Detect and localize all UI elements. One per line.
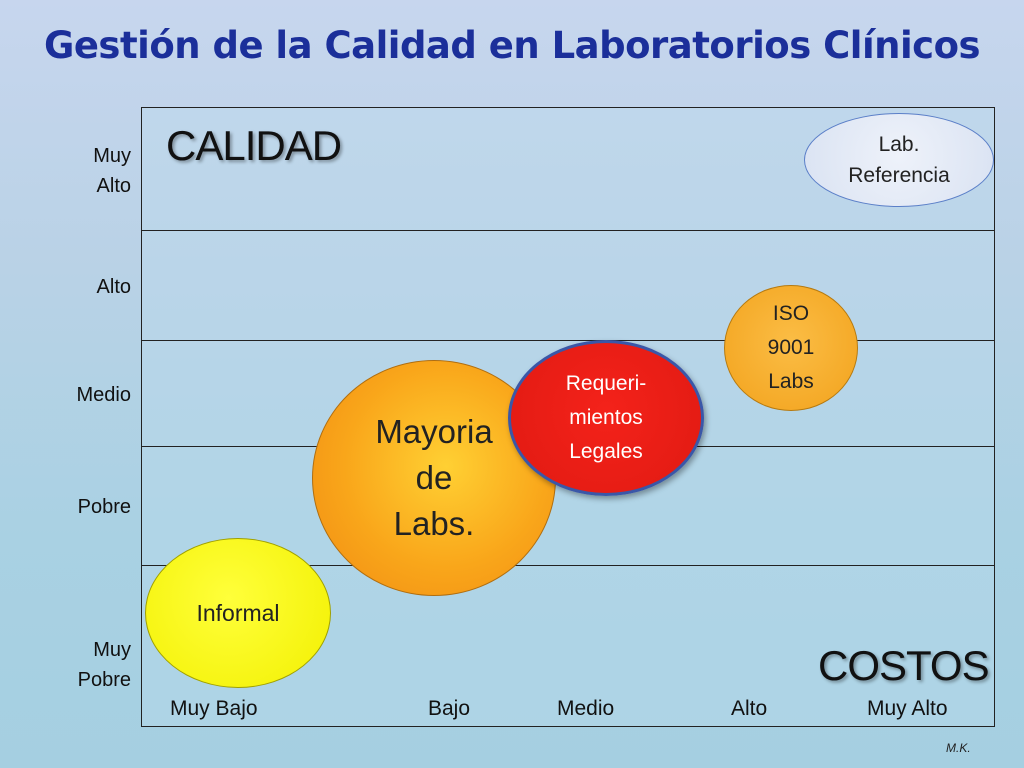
y-label-muy-alto: Muy Alto [93,145,131,197]
grid-line [141,230,995,231]
bubble-informal: Informal [145,538,331,688]
y-label-pobre: Pobre [77,496,131,518]
x-label-muy-bajo: Muy Bajo [170,697,258,720]
x-label-medio: Medio [557,697,615,720]
y-label-alto: Alto [96,276,131,298]
bubble-mayoria-de-labs: Mayoria de Labs. [312,360,556,596]
y-label-muy-pobre: Muy Pobre [77,639,131,691]
bubble-iso-9001-labs: ISO 9001 Labs [724,285,858,411]
x-label-bajo: Bajo [428,697,471,720]
author-initials: M.K. [946,741,971,755]
x-label-muy-alto: Muy Alto [867,697,948,720]
x-label-alto: Alto [731,697,768,720]
grid-line [141,340,995,341]
y-axis-title: CALIDAD [166,122,342,169]
slide-title: Gestión de la Calidad en Laboratorios Cl… [43,24,981,67]
bubble-requerimientos-legales: Requeri- mientos Legales [508,340,704,496]
bubble-lab-referencia: Lab. Referencia [804,113,994,207]
grid-line [141,565,995,566]
y-label-medio: Medio [76,384,131,406]
x-axis-title: COSTOS [818,642,990,689]
